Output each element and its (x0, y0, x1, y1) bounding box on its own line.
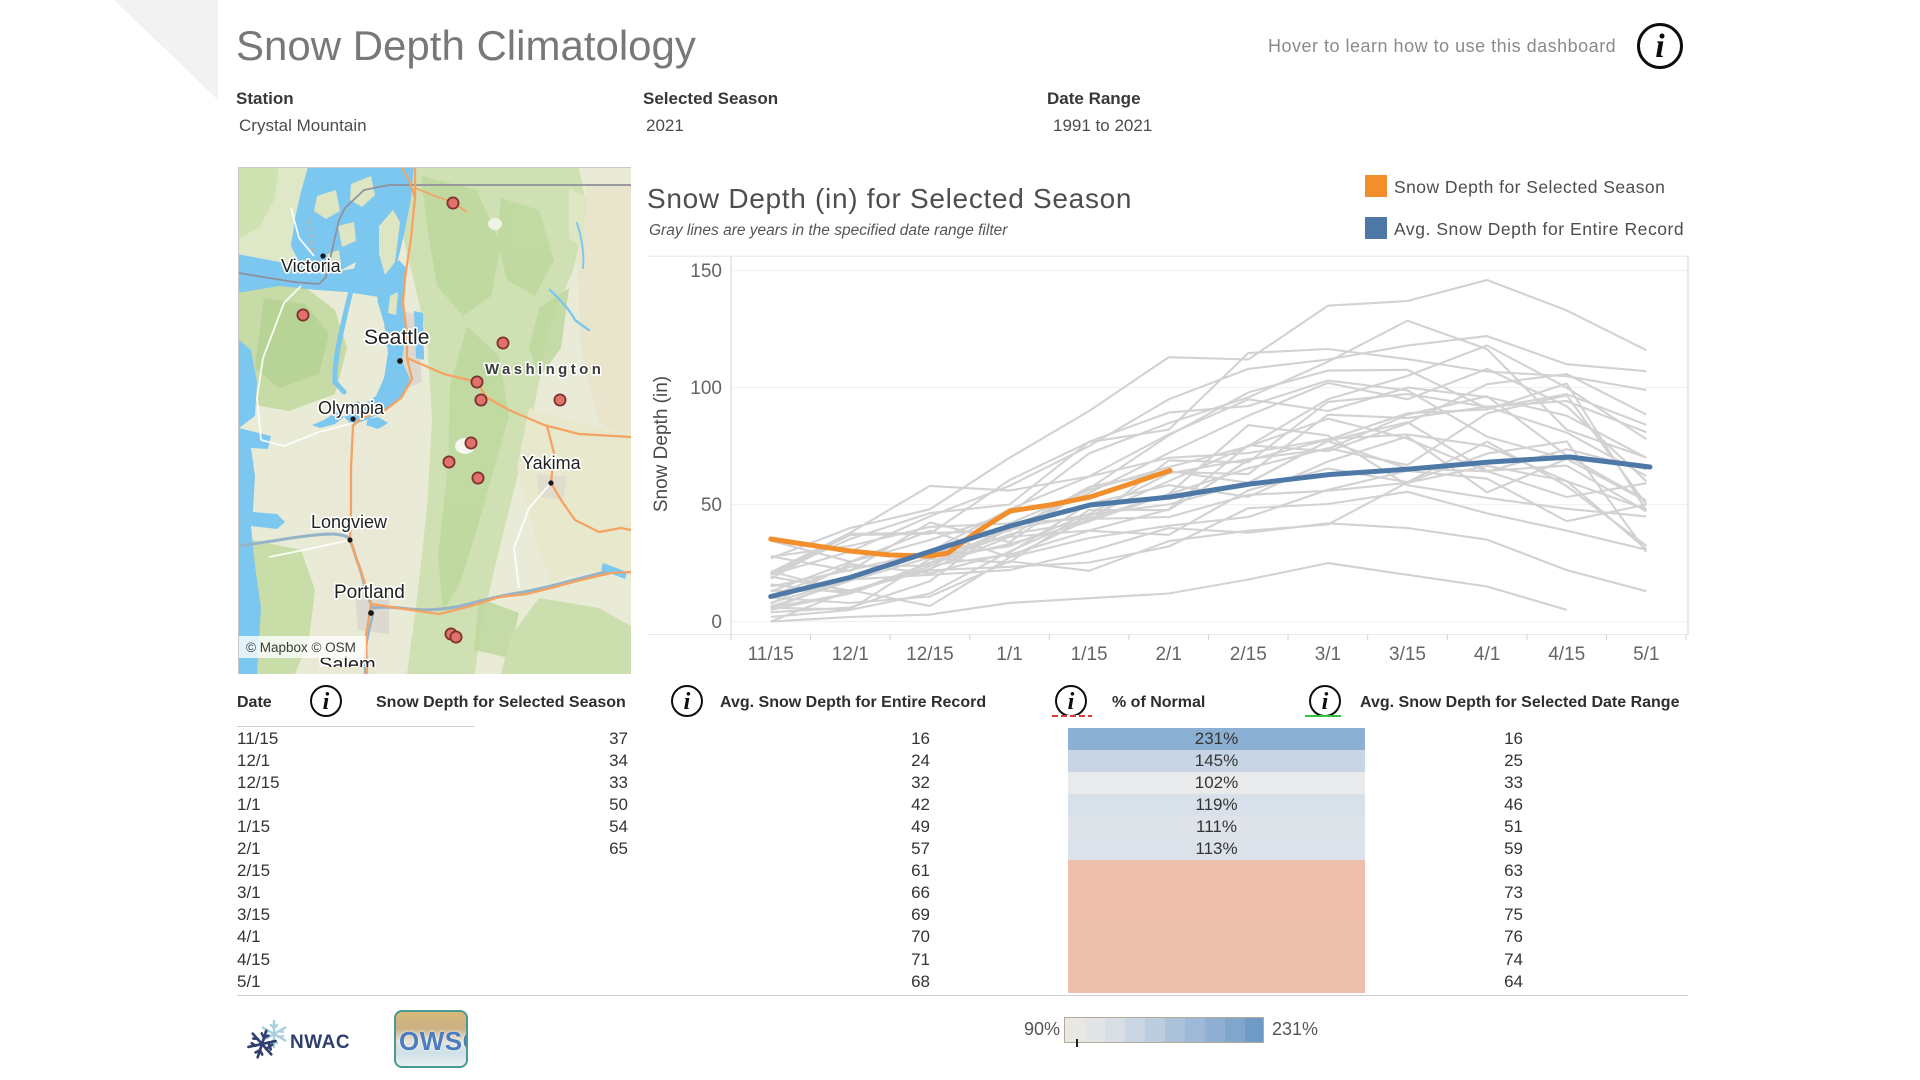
svg-text:NWAC: NWAC (290, 1032, 350, 1053)
svg-text:2/15: 2/15 (1230, 644, 1267, 665)
svg-text:5/1: 5/1 (1633, 644, 1659, 665)
svg-text:© Mapbox © OSM: © Mapbox © OSM (246, 640, 356, 655)
svg-text:Victoria: Victoria (281, 256, 342, 276)
svg-text:Longview: Longview (311, 512, 388, 532)
svg-text:Snow Depth (in): Snow Depth (in) (651, 376, 672, 512)
svg-text:Yakima: Yakima (522, 453, 582, 473)
svg-text:4/1: 4/1 (1474, 644, 1500, 665)
svg-text:12/15: 12/15 (906, 644, 954, 665)
svg-text:1/15: 1/15 (1071, 644, 1108, 665)
svg-text:2/1: 2/1 (1155, 644, 1181, 665)
svg-text:1/1: 1/1 (996, 644, 1022, 665)
svg-text:50: 50 (701, 495, 722, 516)
svg-text:Washington: Washington (485, 361, 604, 378)
svg-text:Seattle: Seattle (364, 326, 429, 349)
svg-text:150: 150 (690, 261, 722, 282)
svg-text:11/15: 11/15 (748, 644, 794, 665)
svg-text:3/15: 3/15 (1389, 644, 1426, 665)
svg-text:4/15: 4/15 (1548, 644, 1585, 665)
svg-text:12/1: 12/1 (832, 644, 869, 665)
svg-text:0: 0 (711, 612, 722, 633)
svg-text:Portland: Portland (334, 582, 405, 603)
svg-text:3/1: 3/1 (1315, 644, 1341, 665)
svg-text:Olympia: Olympia (318, 398, 385, 418)
svg-text:100: 100 (690, 378, 722, 399)
